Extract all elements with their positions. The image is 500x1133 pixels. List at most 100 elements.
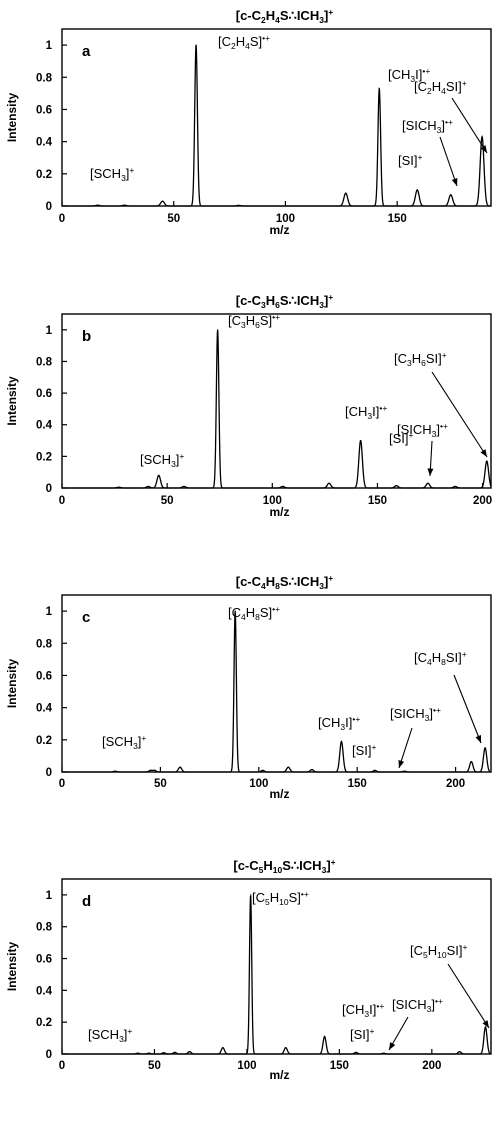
y-tick-label: 0 [46, 1049, 52, 1061]
peak-annotation: [C2H4S]•+ [218, 33, 270, 51]
annotation-arrow [431, 371, 488, 458]
peak-point [484, 747, 486, 749]
peak-point [374, 769, 376, 771]
arrow-head [480, 145, 487, 153]
x-axis-label: m/z [269, 787, 289, 801]
peak-point [250, 894, 252, 896]
peak-point [222, 1047, 224, 1049]
peak-point [234, 610, 236, 612]
x-tick-label: 50 [167, 213, 180, 225]
plot-frame [61, 313, 492, 489]
x-tick-label: 50 [161, 495, 174, 507]
peak-point [484, 1026, 487, 1028]
peak-point [158, 474, 160, 476]
x-tick-label: 100 [249, 778, 268, 790]
arrow-head [389, 1042, 396, 1050]
plot-frame [61, 594, 492, 773]
x-tick-label: 0 [59, 778, 65, 790]
peak-point [153, 769, 156, 771]
y-tick-label: 0.8 [36, 922, 53, 934]
peak-point [328, 482, 330, 484]
x-tick-label: 200 [446, 778, 465, 790]
plot-frame [61, 28, 492, 207]
x-tick-label: 0 [59, 495, 65, 507]
chart-panel-a: [c-C2H4S∴ICH3]+ 0 0.2 0.4 0.6 0.8 1 0 50 100 150 m/… [5, 7, 492, 237]
y-axis-label: Intensity [5, 376, 19, 426]
y-tick-label: 0.8 [36, 356, 53, 368]
y-tick-label: 0.4 [36, 137, 53, 149]
chart-title: [c-C2H4S∴ICH3]+ [236, 7, 334, 25]
peak-annotation: [CH3I]•+ [342, 1001, 384, 1019]
peak-point [287, 766, 289, 768]
peak-annotation: [C5H10S]•+ [252, 889, 309, 907]
annotation-arrow [453, 674, 482, 744]
plot-frame [61, 878, 492, 1055]
y-tick-label: 0 [46, 767, 52, 779]
peak-point [416, 189, 418, 191]
panel-label: a [82, 43, 91, 60]
peak-point [149, 769, 152, 771]
chart-panel-d: [c-C5H10S∴ICH3]+ 0 0.2 0.4 0.6 0.8 1 0 50 100 150 2… [5, 857, 492, 1082]
arrow-head [451, 178, 458, 186]
x-tick-label: 200 [473, 495, 492, 507]
peak-annotation: [SCH3]+ [140, 451, 184, 469]
y-tick-label: 0 [46, 483, 52, 495]
x-tick-label: 150 [368, 495, 387, 507]
annotation-arrow [447, 963, 490, 1029]
peak-annotation: [SICH3]•+ [402, 117, 453, 135]
peak-annotation: [CH3I]•+ [345, 403, 387, 421]
y-tick-label: 0.8 [36, 72, 53, 84]
peak-point [323, 1035, 326, 1038]
x-tick-label: 0 [59, 213, 65, 225]
peak-point [486, 460, 488, 462]
x-tick-label: 50 [148, 1060, 161, 1072]
peak-annotation: [CH3I]•+ [318, 714, 360, 732]
peak-point [454, 485, 456, 488]
y-axis-label: Intensity [5, 942, 19, 992]
peak-annotation: [C4H8SI]+ [414, 649, 467, 667]
peak-point [355, 1051, 357, 1054]
x-tick-label: 150 [330, 1060, 349, 1072]
peak-point [179, 766, 181, 768]
peak-point [450, 194, 452, 196]
x-axis-label: m/z [269, 1068, 289, 1082]
y-tick-label: 0.2 [36, 169, 52, 181]
peak-point [378, 87, 380, 90]
arrow-head [480, 449, 487, 457]
y-tick-label: 0.2 [36, 735, 52, 747]
peak-annotation: [SCH3]+ [90, 165, 134, 183]
peak-point [470, 760, 472, 763]
annotation-arrow [451, 97, 488, 154]
peak-point [481, 136, 483, 138]
peak-annotation: [SI]+ [398, 152, 423, 168]
y-tick-label: 1 [46, 890, 53, 902]
peak-point [395, 485, 397, 487]
peak-point [217, 329, 219, 331]
peak-annotation: [SICH3]•+ [390, 705, 441, 723]
x-tick-label: 100 [276, 213, 295, 225]
peak-annotation: [C5H10SI]+ [410, 942, 468, 960]
y-axis-label: Intensity [5, 659, 19, 709]
arrow-head [427, 468, 434, 476]
x-axis-label: m/z [269, 223, 289, 237]
peak-point [345, 192, 347, 194]
chart-panel-b: [c-C3H6S∴ICH3]+ 0 0.2 0.4 0.6 0.8 1 0 50 100 150 20… [5, 292, 492, 519]
peak-annotation: [C3H6S]•+ [228, 312, 280, 330]
peak-point [195, 44, 197, 46]
peak-annotation: [SICH3]•+ [392, 996, 443, 1014]
arrow-head [482, 1020, 489, 1028]
y-tick-label: 0.6 [36, 954, 52, 966]
y-tick-label: 0 [46, 201, 52, 213]
peak-annotation: [SCH3]+ [88, 1026, 132, 1044]
x-axis-label: m/z [269, 505, 289, 519]
peak-point [282, 485, 284, 488]
chart-title: [c-C5H10S∴ICH3]+ [233, 857, 335, 875]
y-tick-label: 1 [46, 606, 53, 618]
x-tick-label: 50 [154, 778, 167, 790]
y-axis-label: Intensity [5, 93, 19, 143]
peak-point [262, 769, 264, 771]
chart-title: [c-C4H8S∴ICH3]+ [236, 573, 334, 591]
peak-point [161, 200, 164, 202]
